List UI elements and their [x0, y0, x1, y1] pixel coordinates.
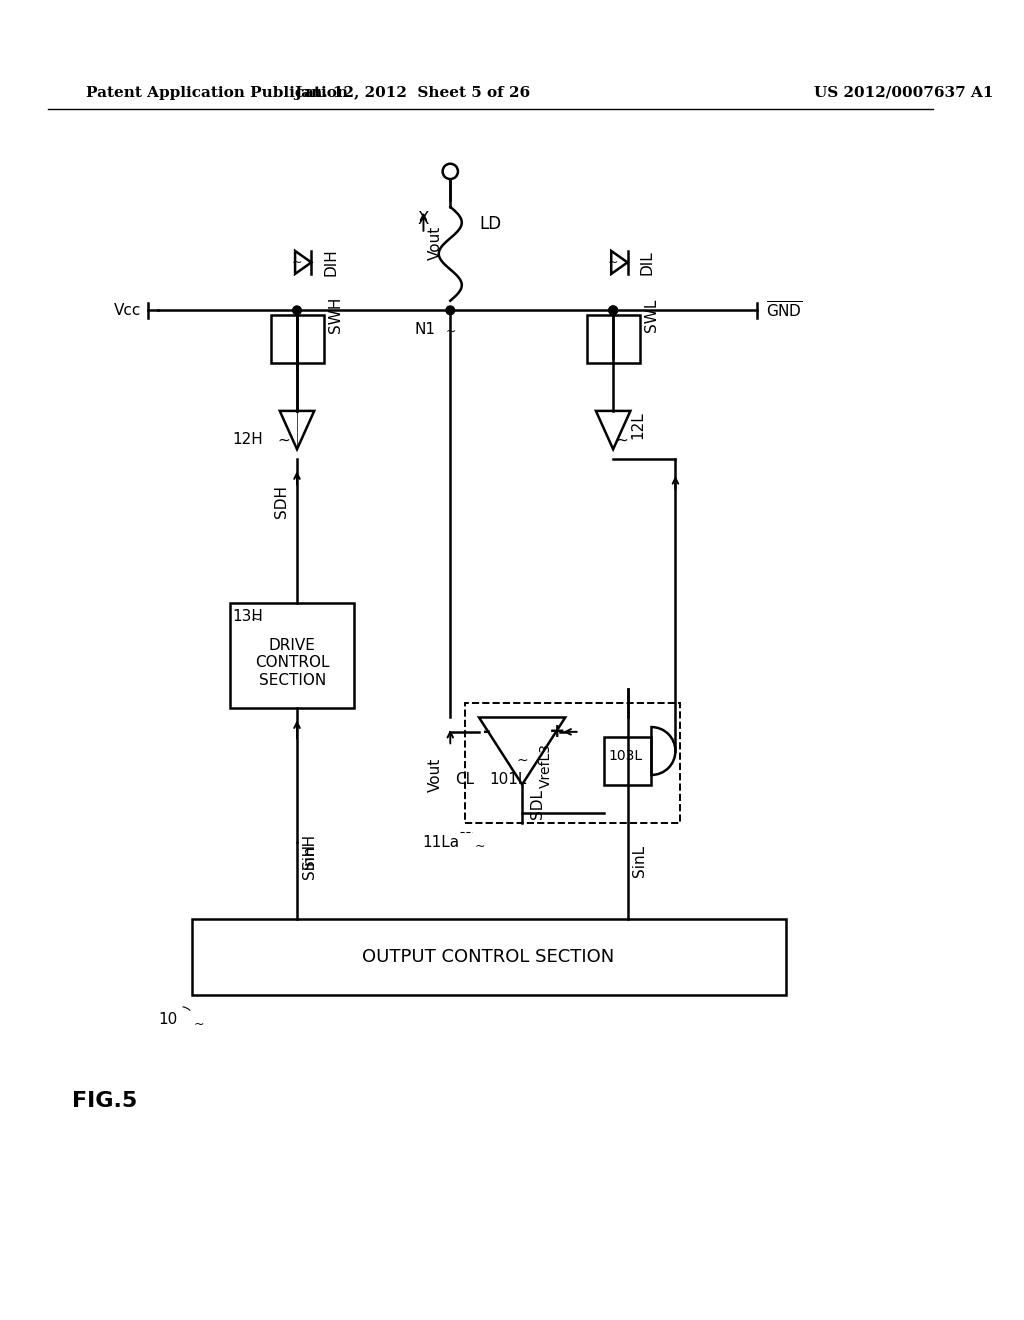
Text: DIH: DIH	[324, 248, 339, 276]
Text: 12H: 12H	[232, 432, 263, 447]
Text: SinH: SinH	[302, 843, 316, 879]
Text: SDH: SDH	[274, 486, 290, 519]
Text: LD: LD	[479, 215, 501, 234]
Bar	[191, 919, 785, 995]
Text: CONTROL: CONTROL	[255, 655, 330, 671]
Bar	[271, 315, 324, 363]
Bar	[603, 737, 651, 784]
Text: 12L: 12L	[631, 412, 645, 440]
Text: 11La: 11La	[423, 834, 460, 850]
Text: 10: 10	[158, 1011, 177, 1027]
Text: FIG.5: FIG.5	[72, 1090, 137, 1110]
Bar	[230, 602, 354, 708]
Text: ~: ~	[445, 325, 456, 338]
Text: Vcc: Vcc	[114, 302, 141, 318]
Text: 101L: 101L	[489, 772, 526, 787]
Bar	[465, 704, 680, 822]
Bar	[588, 315, 640, 363]
Text: ~: ~	[516, 754, 528, 768]
Text: DIL: DIL	[640, 249, 655, 275]
Text: SECTION: SECTION	[259, 673, 326, 688]
Text: X: X	[418, 210, 429, 228]
Text: Jan. 12, 2012  Sheet 5 of 26: Jan. 12, 2012 Sheet 5 of 26	[294, 86, 530, 100]
Text: Patent Application Publication: Patent Application Publication	[86, 86, 348, 100]
Circle shape	[293, 306, 301, 314]
Text: SinL: SinL	[632, 845, 647, 878]
Text: ~: ~	[278, 432, 291, 447]
Text: Vout: Vout	[428, 226, 442, 260]
Text: +: +	[549, 722, 566, 742]
Text: VrefL3: VrefL3	[539, 743, 553, 788]
Text: 13H: 13H	[231, 610, 263, 624]
Text: -: -	[482, 722, 490, 742]
Text: DRIVE: DRIVE	[268, 638, 315, 653]
Text: ~: ~	[615, 432, 628, 447]
Text: ~: ~	[291, 256, 302, 269]
Text: OUTPUT CONTROL SECTION: OUTPUT CONTROL SECTION	[362, 948, 614, 966]
Circle shape	[609, 306, 617, 314]
Text: CL: CL	[455, 772, 474, 787]
Text: Vout: Vout	[428, 758, 442, 792]
Text: ~: ~	[194, 1018, 204, 1031]
Text: SinH: SinH	[302, 834, 316, 869]
Circle shape	[446, 306, 455, 314]
Text: ~: ~	[474, 841, 484, 853]
Text: N1: N1	[415, 322, 436, 337]
Text: SWL: SWL	[644, 298, 658, 331]
Text: $\overline{\rm GND}$: $\overline{\rm GND}$	[766, 300, 803, 321]
Text: US 2012/0007637 A1: US 2012/0007637 A1	[814, 86, 994, 100]
Text: SDL: SDL	[529, 789, 545, 818]
Text: SWH: SWH	[328, 297, 343, 333]
Text: ~: ~	[607, 256, 617, 269]
Text: ~: ~	[251, 614, 261, 626]
Circle shape	[609, 306, 617, 314]
Text: 103L: 103L	[608, 748, 643, 763]
